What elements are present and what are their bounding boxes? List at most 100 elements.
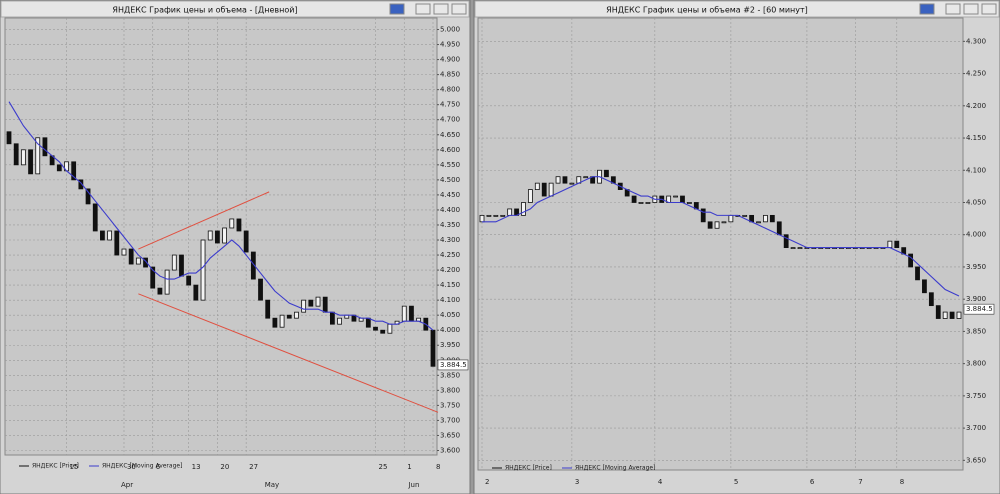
candle-body — [28, 149, 33, 175]
y-tick-label: 4.100 — [966, 166, 986, 174]
candle-body — [387, 323, 393, 334]
moving-average-line — [482, 176, 960, 297]
y-tick-label: 3.600 — [440, 446, 460, 454]
candle-body — [915, 266, 920, 281]
x-tick-label: 4 — [658, 478, 663, 486]
candle-body — [541, 182, 547, 197]
candle-body — [107, 230, 113, 241]
candle-body — [714, 221, 720, 229]
candle-body — [486, 214, 492, 217]
candle-body — [769, 214, 775, 223]
candle-body — [128, 248, 134, 265]
x-tick-label: 13 — [192, 463, 201, 471]
y-tick-label: 3.650 — [966, 456, 986, 464]
y-tick-label: 3.950 — [440, 341, 460, 349]
window-button[interactable] — [981, 3, 997, 15]
y-tick-label: 4.800 — [440, 86, 460, 94]
candle-body — [942, 311, 948, 319]
y-tick-label: 4.650 — [440, 131, 460, 139]
candle-body — [493, 214, 499, 217]
plot-area — [477, 17, 964, 471]
x-tick-label: 20 — [220, 463, 229, 471]
window-button[interactable] — [415, 3, 431, 15]
y-tick-label: 3.850 — [440, 371, 460, 379]
candle-body — [500, 214, 506, 217]
last-price-box — [437, 359, 469, 371]
candle-body — [935, 305, 941, 319]
last-price-label: 3.884.5 — [966, 305, 993, 313]
trendline — [138, 191, 270, 250]
chart-window: ЯНДЕКС График цены и объема - [Дневной] 3… — [0, 0, 471, 494]
candle-body — [100, 230, 105, 241]
y-tick-label: 4.250 — [440, 251, 460, 259]
x-tick-label: 5 — [734, 478, 738, 486]
y-tick-label: 4.550 — [440, 161, 460, 169]
candle-body — [42, 137, 48, 157]
candle-body — [763, 214, 768, 223]
candle-body — [638, 202, 644, 204]
candle-body — [229, 218, 235, 229]
y-tick-label: 3.800 — [440, 386, 460, 394]
y-tick-label: 4.400 — [440, 206, 460, 214]
candle-body — [35, 137, 41, 175]
candle-body — [534, 182, 540, 190]
y-tick-label: 4.850 — [440, 71, 460, 79]
candle-body — [365, 317, 371, 328]
candle-body — [742, 214, 748, 217]
y-tick-label: 3.800 — [966, 360, 986, 368]
window-button[interactable] — [389, 3, 405, 15]
x-tick-label: 8 — [900, 478, 904, 486]
candle-body — [521, 202, 526, 216]
candle-body — [686, 202, 692, 204]
candle-body — [193, 284, 199, 301]
window-button[interactable] — [963, 3, 979, 15]
candle-body — [430, 329, 436, 367]
x-tick-label: 1 — [407, 463, 411, 471]
candle-body — [92, 203, 98, 232]
candle-body — [479, 214, 485, 223]
y-tick-label: 4.150 — [966, 134, 986, 142]
candle-body — [555, 176, 561, 184]
candle-body — [265, 299, 271, 319]
y-tick-label: 4.300 — [440, 236, 460, 244]
candle-body — [721, 221, 727, 224]
y-tick-label: 4.200 — [966, 102, 986, 110]
candle-body — [562, 176, 568, 184]
legend-label: ЯНДЕКС [Price] — [505, 465, 552, 472]
candle-body — [13, 143, 19, 166]
candle-body — [583, 176, 589, 179]
candle-body — [171, 254, 177, 271]
window-button[interactable] — [945, 3, 961, 15]
legend-label: ЯНДЕКС [Moving Average] — [102, 463, 182, 470]
candle-body — [894, 240, 900, 249]
last-price-label: 3.884.5 — [440, 361, 467, 369]
y-tick-label: 3.850 — [966, 327, 986, 335]
y-tick-label: 4.450 — [440, 191, 460, 199]
y-tick-label: 4.300 — [966, 37, 986, 45]
y-tick-label: 4.100 — [440, 296, 460, 304]
x-tick-label: 3 — [575, 478, 579, 486]
candle-body — [301, 299, 307, 313]
candle-body — [6, 131, 12, 145]
candle-body — [707, 221, 713, 229]
candle-body — [401, 305, 407, 322]
window-button[interactable] — [451, 3, 467, 15]
candle-body — [322, 296, 328, 313]
candle-body — [908, 253, 914, 268]
candle-body — [680, 195, 685, 203]
legend-label: ЯНДЕКС [Price] — [32, 463, 79, 470]
window-button[interactable] — [919, 3, 935, 15]
candle-body — [922, 279, 927, 294]
candle-body — [114, 230, 120, 256]
candle-body — [783, 234, 789, 249]
candle-body — [409, 305, 414, 322]
y-tick-label: 3.750 — [966, 392, 986, 400]
x-month-label: Jun — [407, 481, 419, 489]
candle-body — [673, 195, 678, 198]
y-tick-label: 3.750 — [440, 401, 460, 409]
candle-body — [548, 182, 554, 197]
window-button[interactable] — [433, 3, 449, 15]
candle-body — [700, 208, 706, 223]
